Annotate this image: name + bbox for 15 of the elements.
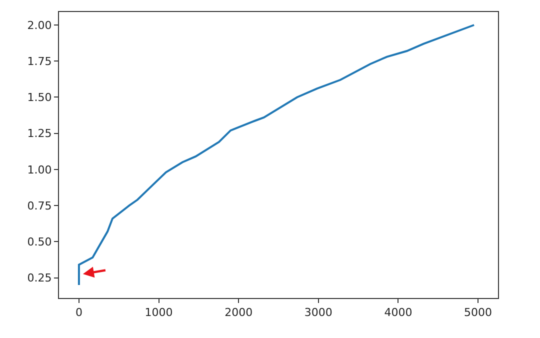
y-tick-label: 0.25	[27, 272, 52, 285]
x-tick-label: 3000	[304, 306, 332, 320]
y-tick-label: 1.00	[27, 163, 52, 176]
x-tick-label: 5000	[464, 306, 492, 320]
line-series	[78, 24, 476, 286]
y-tick-label: 0.50	[27, 236, 52, 249]
x-tick-label: 4000	[384, 306, 412, 320]
y-tick-label: 0.75	[27, 199, 52, 212]
y-tick-label: 1.75	[27, 54, 52, 68]
y-tick-label: 1.50	[27, 91, 52, 104]
x-tick-label: 0	[75, 306, 82, 320]
y-tick-label: 1.25	[27, 127, 52, 140]
y-tick-label: 2.00	[27, 18, 52, 32]
x-tick-label: 2000	[224, 306, 253, 320]
x-tick-label: 1000	[144, 306, 173, 320]
